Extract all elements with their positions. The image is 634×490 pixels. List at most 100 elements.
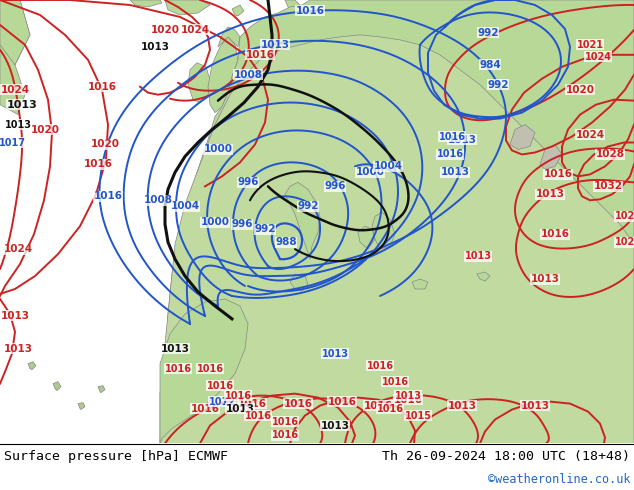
Text: 1016: 1016	[543, 170, 573, 179]
Polygon shape	[298, 45, 312, 61]
Text: 1024: 1024	[614, 237, 634, 247]
Text: 1016: 1016	[328, 396, 356, 407]
Text: 1024: 1024	[181, 25, 210, 35]
Polygon shape	[285, 182, 320, 259]
Text: 1016: 1016	[224, 391, 252, 401]
Polygon shape	[285, 0, 300, 13]
Text: 1013: 1013	[321, 420, 349, 431]
Polygon shape	[477, 272, 490, 281]
Text: 1016: 1016	[87, 82, 117, 92]
Text: 1004: 1004	[171, 201, 200, 211]
Text: 1013: 1013	[160, 344, 190, 354]
Text: 1000: 1000	[356, 168, 384, 177]
Text: 1013: 1013	[448, 135, 477, 145]
Polygon shape	[188, 63, 210, 102]
Polygon shape	[208, 37, 238, 113]
Text: 1012: 1012	[209, 396, 235, 407]
Polygon shape	[78, 403, 85, 410]
Polygon shape	[160, 0, 634, 443]
Text: 1020: 1020	[150, 25, 179, 35]
Polygon shape	[372, 212, 395, 249]
Text: 992: 992	[254, 224, 276, 234]
Text: 1016: 1016	[436, 149, 463, 159]
Text: 1013: 1013	[1, 311, 30, 321]
Polygon shape	[98, 386, 105, 392]
Polygon shape	[510, 124, 535, 149]
Polygon shape	[310, 0, 350, 37]
Text: 1004: 1004	[373, 161, 403, 172]
Text: 1021: 1021	[576, 40, 604, 50]
Polygon shape	[28, 362, 36, 370]
Text: 1028: 1028	[614, 211, 634, 221]
Text: 992: 992	[297, 201, 319, 211]
Text: 1016: 1016	[197, 364, 224, 374]
Text: 996: 996	[324, 181, 346, 192]
Text: 1013: 1013	[141, 42, 169, 52]
Polygon shape	[338, 0, 365, 37]
Polygon shape	[0, 0, 30, 65]
Text: 1016: 1016	[245, 50, 275, 60]
Polygon shape	[0, 0, 30, 115]
Text: 1024: 1024	[1, 85, 30, 95]
Text: 1016: 1016	[439, 131, 465, 142]
Text: 1016: 1016	[190, 404, 219, 414]
Text: 1013: 1013	[226, 404, 254, 414]
Text: 1016: 1016	[271, 431, 299, 441]
Text: ©weatheronline.co.uk: ©weatheronline.co.uk	[488, 473, 630, 486]
Polygon shape	[160, 299, 248, 443]
Text: 1028: 1028	[595, 149, 624, 159]
Text: 1013: 1013	[4, 344, 32, 354]
Polygon shape	[53, 382, 61, 391]
Text: 1032: 1032	[593, 181, 623, 192]
Text: 992: 992	[488, 80, 508, 90]
Text: 996: 996	[231, 219, 253, 229]
Text: 1020: 1020	[91, 140, 119, 149]
Text: 1013: 1013	[448, 401, 477, 411]
Text: 1016: 1016	[541, 229, 569, 239]
Text: 1016: 1016	[245, 411, 271, 420]
Text: 1013: 1013	[441, 168, 470, 177]
Polygon shape	[232, 5, 244, 16]
Text: 1008: 1008	[143, 196, 172, 205]
Text: 1016: 1016	[271, 416, 299, 426]
Text: 1016: 1016	[366, 361, 394, 371]
Text: 1016: 1016	[164, 364, 191, 374]
Polygon shape	[160, 35, 634, 443]
Text: 992: 992	[477, 28, 499, 38]
Polygon shape	[360, 0, 375, 20]
Text: 1016: 1016	[382, 377, 408, 387]
Text: 1000: 1000	[204, 145, 233, 154]
Text: 1013: 1013	[531, 274, 559, 284]
Text: 1024: 1024	[576, 129, 605, 140]
Text: 1008: 1008	[233, 70, 262, 80]
Text: 1016: 1016	[283, 398, 313, 409]
Text: Surface pressure [hPa] ECMWF: Surface pressure [hPa] ECMWF	[4, 450, 228, 463]
Text: 1016: 1016	[93, 191, 122, 201]
Text: 1016: 1016	[84, 159, 112, 170]
Text: 1013: 1013	[261, 40, 290, 50]
Text: 1016: 1016	[295, 6, 325, 16]
Text: 1013: 1013	[394, 391, 422, 401]
Polygon shape	[540, 145, 562, 170]
Text: 1016: 1016	[207, 381, 233, 391]
Text: 1024: 1024	[585, 52, 612, 62]
Text: 996: 996	[237, 177, 259, 187]
Text: 988: 988	[275, 237, 297, 247]
Text: 1016: 1016	[238, 398, 266, 409]
Polygon shape	[358, 226, 375, 249]
Polygon shape	[412, 279, 428, 289]
Text: 1013: 1013	[465, 251, 491, 261]
Text: 1013: 1013	[536, 189, 564, 199]
Text: 1016: 1016	[363, 401, 392, 411]
Text: 1013: 1013	[6, 99, 37, 110]
Polygon shape	[290, 274, 308, 291]
Text: 1016: 1016	[377, 404, 403, 414]
Text: 1013: 1013	[521, 401, 550, 411]
Text: 1020: 1020	[30, 124, 60, 135]
Text: 1020: 1020	[566, 85, 595, 95]
Text: 1024: 1024	[3, 244, 32, 254]
Polygon shape	[130, 0, 162, 7]
Text: 1016: 1016	[394, 394, 422, 405]
Text: 1013: 1013	[321, 349, 349, 359]
Polygon shape	[165, 0, 210, 15]
